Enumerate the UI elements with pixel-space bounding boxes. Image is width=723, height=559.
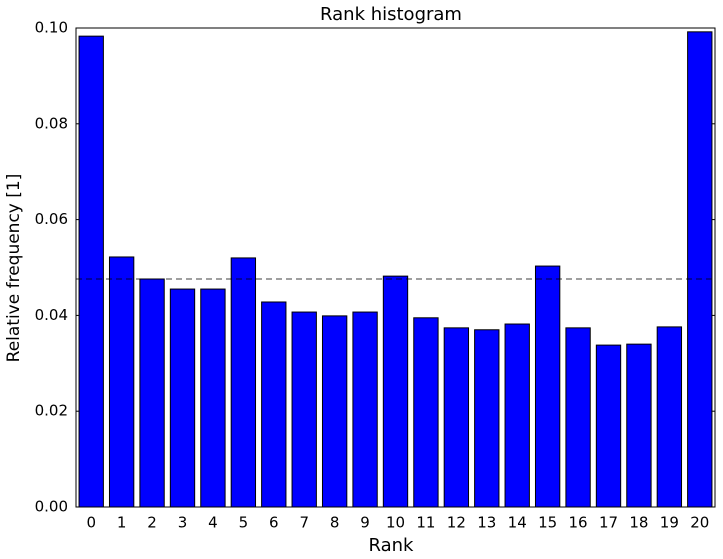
x-tick-label: 6 bbox=[269, 514, 279, 532]
plot-frame bbox=[75, 27, 716, 508]
x-tick-label: 20 bbox=[690, 514, 709, 532]
bar bbox=[504, 323, 530, 508]
x-tick-label: 5 bbox=[239, 514, 249, 532]
x-tick-label: 1 bbox=[117, 514, 127, 532]
x-tick-label: 13 bbox=[477, 514, 496, 532]
bar bbox=[565, 327, 591, 508]
x-tick-label: 9 bbox=[360, 514, 370, 532]
x-tick-label: 15 bbox=[538, 514, 557, 532]
x-tick-label: 2 bbox=[147, 514, 157, 532]
x-axis-label: Rank bbox=[369, 535, 415, 556]
bar bbox=[291, 311, 317, 508]
bar bbox=[413, 317, 439, 508]
bar bbox=[230, 257, 257, 508]
y-tick-label: 0.06 bbox=[35, 210, 68, 228]
bar bbox=[169, 288, 196, 508]
chart-title: Rank histogram bbox=[320, 4, 462, 25]
x-tick-label: 7 bbox=[299, 514, 309, 532]
x-tick-label: 11 bbox=[416, 514, 435, 532]
bar bbox=[443, 327, 470, 508]
x-tick-label: 14 bbox=[508, 514, 527, 532]
bar bbox=[534, 265, 561, 508]
x-tick-label: 17 bbox=[599, 514, 618, 532]
y-tick-label: 0.00 bbox=[35, 498, 68, 516]
bar bbox=[656, 326, 683, 508]
x-tick-label: 12 bbox=[447, 514, 466, 532]
bar bbox=[78, 35, 104, 508]
x-tick-label: 16 bbox=[569, 514, 588, 532]
x-tick-label: 18 bbox=[629, 514, 648, 532]
bar bbox=[382, 275, 409, 508]
bar bbox=[626, 343, 652, 508]
bar bbox=[261, 301, 287, 508]
x-tick-label: 4 bbox=[208, 514, 218, 532]
x-tick-label: 19 bbox=[660, 514, 679, 532]
bar bbox=[474, 329, 500, 508]
bar bbox=[200, 288, 226, 508]
x-tick-label: 10 bbox=[386, 514, 405, 532]
bar bbox=[687, 31, 713, 508]
bar bbox=[139, 278, 165, 508]
bar bbox=[352, 311, 378, 508]
bar bbox=[595, 344, 622, 508]
y-tick-label: 0.08 bbox=[35, 114, 68, 132]
bar bbox=[321, 315, 348, 508]
y-tick-label: 0.10 bbox=[35, 19, 68, 37]
x-tick-label: 0 bbox=[86, 514, 96, 532]
x-tick-label: 8 bbox=[330, 514, 340, 532]
x-tick-label: 3 bbox=[178, 514, 188, 532]
y-tick-label: 0.04 bbox=[35, 306, 68, 324]
y-tick-label: 0.02 bbox=[35, 402, 68, 420]
y-axis-label: Relative frequency [1] bbox=[4, 174, 24, 363]
bar bbox=[108, 256, 135, 508]
